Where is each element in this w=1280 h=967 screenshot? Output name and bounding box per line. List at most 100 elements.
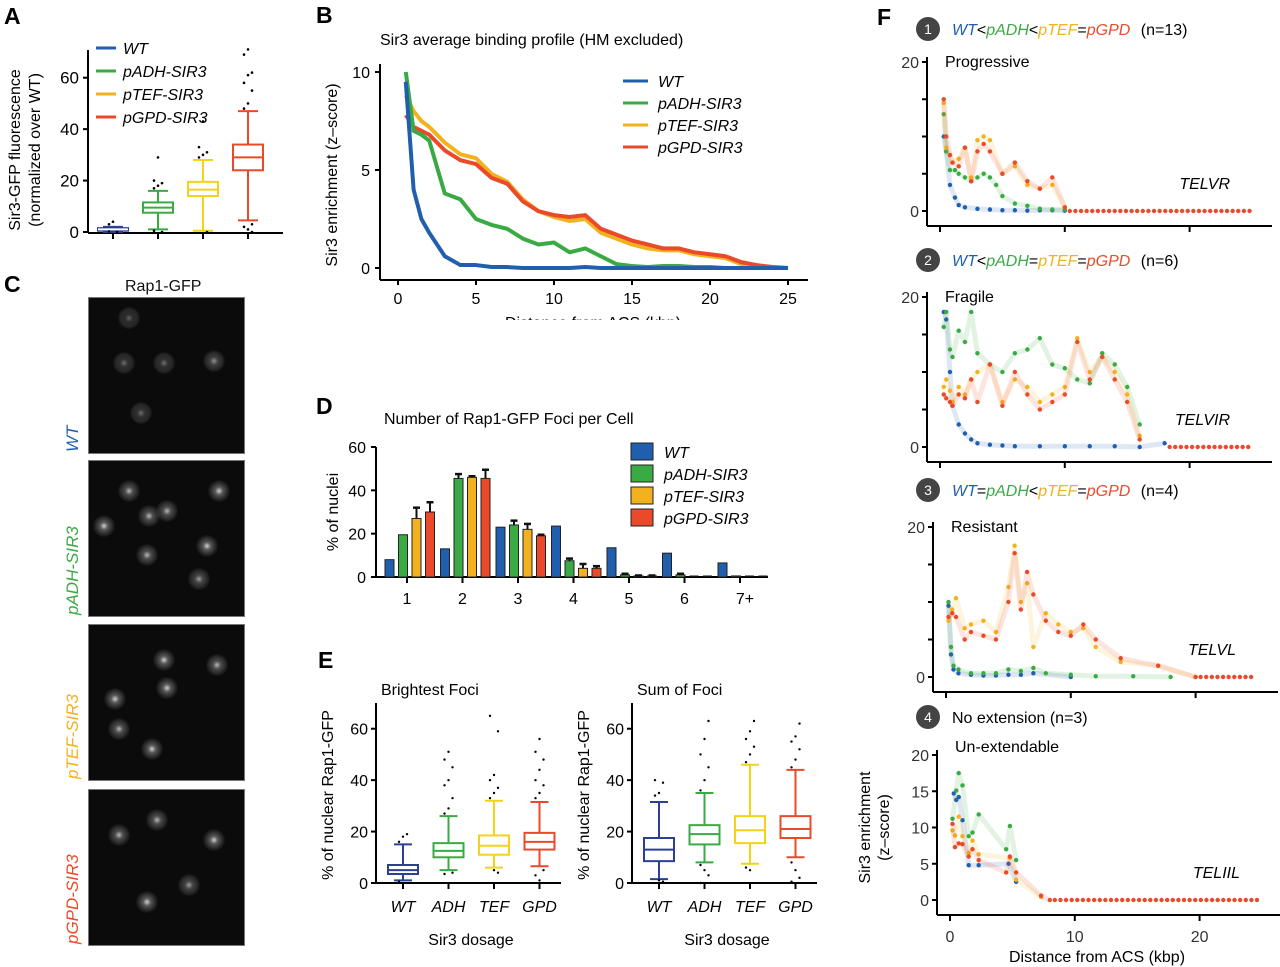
data-point-WT (1087, 444, 1092, 449)
y-tick-label: 20 (606, 825, 624, 842)
bar-pADH-SIR3-6 (675, 574, 686, 578)
outlier-point (488, 714, 492, 718)
data-point-WT (956, 794, 961, 800)
outlier-point (538, 879, 541, 882)
data-point-pTEF (975, 138, 980, 143)
data-point-baseline (1184, 444, 1189, 450)
title-part: = (1077, 22, 1086, 39)
x-tick-label: 0 (394, 291, 403, 308)
outlier-point (538, 737, 541, 741)
y-tick-label: 0 (70, 223, 79, 242)
bar-pTEF-SIR3-7+ (745, 575, 754, 577)
data-point-baseline (1232, 674, 1237, 680)
data-point-pGPD (981, 633, 986, 638)
panel-label-b: B (316, 2, 333, 28)
outlier-point (492, 791, 496, 795)
y-tick-label: 0 (361, 261, 370, 278)
chart-title: Sir3 average binding profile (HM exclude… (380, 32, 683, 49)
outlier-point (397, 880, 401, 883)
outlier-point (794, 735, 797, 738)
data-point-pGPD (975, 149, 980, 154)
data-point-pTEF (1012, 543, 1017, 548)
data-point-pGPD (1087, 377, 1092, 382)
y-axis-label-line2: (z–score) (876, 794, 893, 861)
data-point-baseline (1191, 208, 1196, 214)
data-point-baseline (1223, 444, 1228, 450)
y-axis-label: Sir3-GFP fluorescence (7, 69, 24, 231)
data-point-pGPD (981, 141, 986, 147)
bar-pTEF-SIR3-2 (467, 476, 477, 578)
data-point-pTEF (944, 377, 949, 382)
chart-title: Sum of Foci (637, 682, 722, 699)
data-point-WT (1012, 444, 1018, 449)
data-point-baseline (1254, 897, 1260, 903)
y-tick-label: 5 (361, 163, 370, 180)
outlier-point (744, 866, 748, 869)
data-point-WT (987, 442, 993, 447)
data-point-pGPD (962, 396, 968, 401)
bar-pGPD-SIR3-4 (591, 567, 602, 578)
n-label: (n=13) (1136, 22, 1187, 39)
outlier-point (699, 753, 702, 756)
y-tick-label: 10 (352, 65, 370, 82)
outlier-point (699, 789, 702, 792)
data-point-baseline (1176, 897, 1181, 903)
x-tick-label: 3 (514, 591, 523, 608)
x-tick-label: 4 (569, 591, 578, 608)
legend-label-WT: WT (123, 41, 149, 58)
title-part: WT (952, 483, 978, 500)
outlier-point (488, 778, 492, 782)
data-point-WT (948, 652, 954, 657)
outlier-point (794, 868, 797, 872)
outlier-point (443, 784, 446, 787)
data-point-pTEF (1025, 384, 1030, 390)
data-point-pADH (981, 671, 986, 676)
bar-pADH-SIR3-7+ (731, 575, 741, 578)
data-point-pADH (1000, 193, 1005, 199)
data-point-WT (1018, 672, 1024, 677)
data-point-pGPD (941, 392, 946, 397)
data-point-baseline (1112, 208, 1117, 214)
data-point-WT (962, 431, 968, 436)
outlier-point (703, 778, 706, 782)
data-point-baseline (1219, 208, 1224, 214)
y-tick-label: 0 (615, 876, 624, 893)
data-point-baseline (1234, 444, 1240, 450)
data-point-baseline (1187, 897, 1192, 903)
data-point-pGPD (1100, 354, 1105, 360)
outlier-point (246, 48, 250, 51)
outlier-point (534, 796, 537, 800)
outlier-point (397, 840, 401, 844)
data-point-pADH (1025, 347, 1030, 352)
legend-label-pTEF-SIR3: pTEF-SIR3 (657, 118, 738, 135)
data-point-pTEF (1024, 581, 1030, 586)
data-point-pTEF (968, 622, 974, 627)
bar-pADH-SIR3-4 (564, 560, 575, 578)
y-tick-label: 20 (348, 527, 366, 544)
data-point-pGPD (950, 160, 955, 165)
data-point-WT (947, 182, 953, 188)
data-point-pGPD (953, 614, 959, 620)
data-point-pADH (1031, 665, 1036, 671)
data-point-pADH (1003, 847, 1009, 852)
data-point-pGPD (946, 614, 951, 620)
data-point-baseline (1198, 674, 1203, 680)
y-tick-label: 20 (907, 520, 925, 537)
data-point-pTEF (1068, 629, 1073, 635)
ribbon-pGPD (941, 339, 1143, 441)
data-point-WT (946, 603, 951, 608)
data-point-baseline (1247, 208, 1252, 214)
data-point-baseline (1129, 208, 1134, 214)
data-point-WT (951, 667, 956, 672)
data-point-pADH (1037, 336, 1043, 341)
data-point-WT (1062, 444, 1067, 449)
data-point-pADH (970, 830, 975, 835)
data-point-WT (956, 671, 961, 676)
data-point-pGPD (960, 841, 965, 847)
data-point-baseline (1078, 208, 1084, 214)
outlier-point (496, 730, 500, 733)
data-point-pADH (1068, 672, 1073, 677)
outlier-point (542, 784, 545, 787)
micrograph-pGPD-SIR3 (88, 789, 245, 946)
data-point-pADH (956, 171, 961, 176)
